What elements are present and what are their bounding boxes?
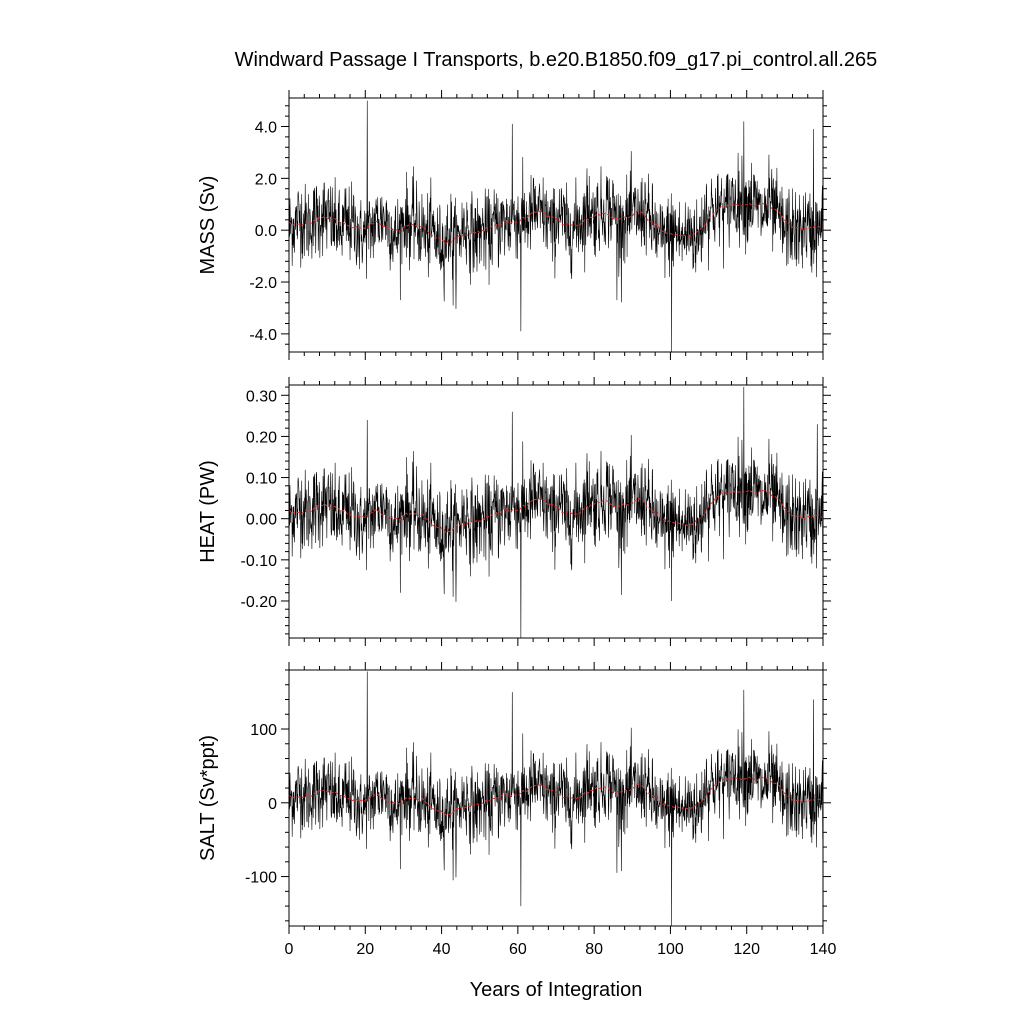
y-axis-label: HEAT (PW) xyxy=(197,460,219,563)
x-tick-label: 120 xyxy=(733,941,760,958)
y-tick-label: 0.00 xyxy=(246,512,277,529)
panel-1: 4.0 2.0 0.0 -2.0 -4.0 MASS (Sv) xyxy=(197,90,831,360)
y-tick-label: 0 xyxy=(268,796,277,813)
y-tick-label: -4.0 xyxy=(249,327,277,344)
y-tick-label: -0.10 xyxy=(241,553,278,570)
y-tick-label: -100 xyxy=(245,870,277,887)
x-tick-label: 40 xyxy=(433,941,451,958)
series-monthly-line xyxy=(289,387,823,638)
series-smoothed-line xyxy=(289,776,823,816)
plot-frame xyxy=(288,384,824,639)
y-axis-label: MASS (Sv) xyxy=(197,176,219,275)
y-axis-label: SALT (Sv*ppt) xyxy=(197,735,219,861)
y-tick-label: 4.0 xyxy=(255,120,277,137)
x-tick-label: 20 xyxy=(356,941,374,958)
x-tick-label: 140 xyxy=(810,941,837,958)
x-tick-label: 0 xyxy=(285,941,294,958)
y-tick-label: 0.20 xyxy=(246,429,277,446)
chart-title: Windward Passage I Transports, b.e20.B18… xyxy=(235,49,878,71)
y-tick-label: 0.0 xyxy=(255,223,277,240)
plot-frame xyxy=(288,97,824,353)
y-tick-label: 100 xyxy=(250,722,277,739)
series-monthly-line xyxy=(289,100,823,352)
plot-frame xyxy=(288,669,824,927)
x-tick-label: 100 xyxy=(657,941,684,958)
series-monthly-line xyxy=(289,671,823,926)
y-tick-label: -0.20 xyxy=(241,594,278,611)
y-tick-label: 0.10 xyxy=(246,471,277,488)
x-axis-label: Years of Integration xyxy=(470,979,643,1001)
y-tick-label: 2.0 xyxy=(255,171,277,188)
series-smoothed-line xyxy=(289,202,823,244)
panel-2: 0.30 0.20 0.10 0.00 -0.10 -0.20 HEAT (PW) xyxy=(197,377,831,646)
series-smoothed-line xyxy=(289,489,823,533)
y-tick-label: -2.0 xyxy=(249,275,277,292)
x-tick-label: 80 xyxy=(585,941,603,958)
panel-3: 100 0 -100 0 20 40 60 80 100 120 140 SALT (Sv*ppt) Y… xyxy=(197,662,836,1001)
x-tick-label: 60 xyxy=(509,941,527,958)
y-tick-label: 0.30 xyxy=(246,388,277,405)
